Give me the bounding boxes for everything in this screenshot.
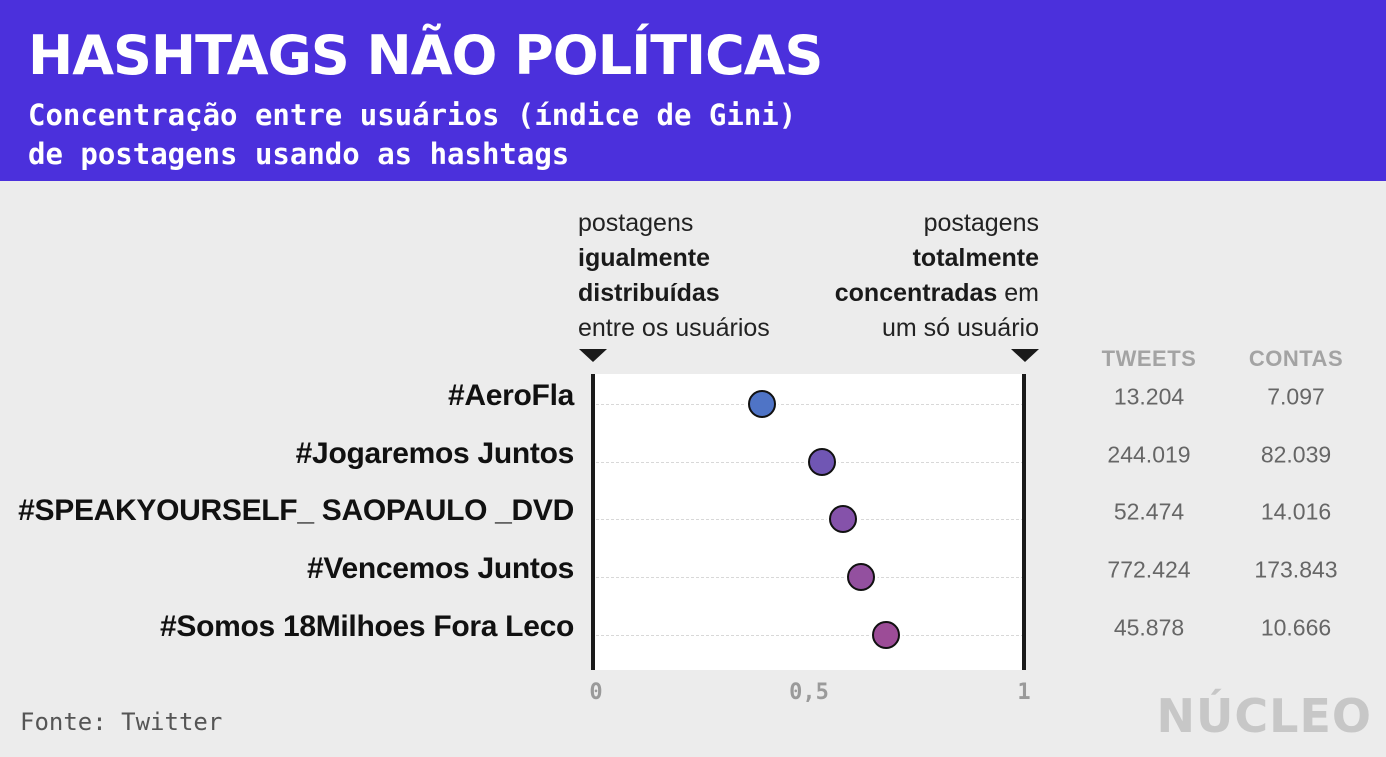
gridline bbox=[596, 577, 1024, 578]
header: HASHTAGS NÃO POLÍTICAS Concentração entr… bbox=[0, 0, 1386, 181]
contas-column-header: CONTAS bbox=[1248, 346, 1344, 371]
right-note-line-3-bold: concentradas bbox=[834, 279, 998, 307]
left-marker-icon bbox=[579, 349, 607, 362]
gini-point bbox=[807, 448, 836, 476]
hashtag-label: #AeroFla bbox=[448, 379, 574, 412]
contas-value: 14.016 bbox=[1260, 498, 1332, 525]
tweets-value: 244.019 bbox=[1107, 441, 1191, 468]
x-tick-label: 0,5 bbox=[789, 680, 829, 705]
source-note: Fonte: Twitter bbox=[20, 708, 223, 736]
gini-point bbox=[829, 505, 858, 533]
contas-value: 173.843 bbox=[1254, 556, 1338, 583]
gini-point bbox=[846, 563, 875, 591]
x-tick-label: 1 bbox=[1017, 680, 1031, 705]
tweets-column-header: TWEETS bbox=[1101, 346, 1197, 371]
contas-value: 82.039 bbox=[1260, 441, 1332, 468]
gridline bbox=[596, 635, 1024, 636]
hashtag-label: #Vencemos Juntos bbox=[307, 552, 574, 585]
page-title: HASHTAGS NÃO POLÍTICAS bbox=[28, 24, 823, 87]
subtitle-line-2: de postagens usando as hashtags bbox=[28, 137, 570, 171]
right-note-line-2: totalmente bbox=[912, 244, 1039, 272]
left-note-line-1: postagens bbox=[578, 209, 694, 237]
tweets-value: 52.474 bbox=[1113, 498, 1185, 525]
hashtag-label: #Somos 18Milhoes Fora Leco bbox=[160, 610, 574, 643]
contas-value: 7.097 bbox=[1267, 383, 1325, 410]
right-note-line-1: postagens bbox=[923, 209, 1039, 237]
left-note-line-4: entre os usuários bbox=[578, 314, 770, 342]
gridline bbox=[596, 404, 1024, 405]
hashtag-label: #SPEAKYOURSELF_ SAOPAULO _DVD bbox=[18, 494, 574, 527]
left-note-line-2: igualmente bbox=[578, 244, 710, 272]
tweets-value: 45.878 bbox=[1113, 614, 1185, 641]
right-note-line-3-rest: em bbox=[997, 279, 1039, 307]
x-tick-label: 0 bbox=[589, 680, 603, 705]
plot-area bbox=[594, 374, 1024, 670]
axis-line-one bbox=[1022, 374, 1026, 670]
gini-point bbox=[872, 621, 901, 649]
nucleo-logo: NÚCLEO bbox=[1156, 689, 1372, 743]
tweets-value: 13.204 bbox=[1113, 383, 1185, 410]
subtitle-line-1: Concentração entre usuários (índice de G… bbox=[28, 98, 797, 132]
hashtag-label: #Jogaremos Juntos bbox=[295, 437, 575, 470]
axis-line-zero bbox=[591, 374, 595, 670]
left-note-line-3: distribuídas bbox=[578, 279, 720, 307]
page-subtitle: Concentração entre usuários (índice de G… bbox=[28, 96, 796, 174]
contas-value: 10.666 bbox=[1260, 614, 1332, 641]
right-marker-icon bbox=[1011, 349, 1039, 362]
gini-point bbox=[747, 390, 776, 418]
left-scale-note: postagens igualmente distribuídas entre … bbox=[578, 206, 770, 346]
right-note-line-4: um só usuário bbox=[881, 314, 1039, 342]
gridline bbox=[596, 519, 1024, 520]
tweets-value: 772.424 bbox=[1107, 556, 1191, 583]
right-scale-note: postagens totalmente concentradas em um … bbox=[835, 206, 1039, 346]
